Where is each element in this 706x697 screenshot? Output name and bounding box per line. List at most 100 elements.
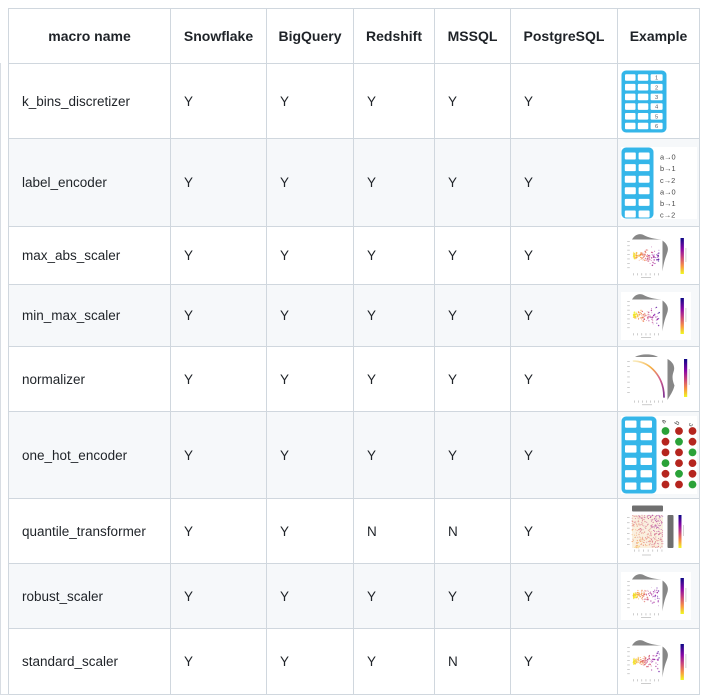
column-header-postgresql: PostgreSQL: [510, 8, 618, 64]
scatter-jointplot-example-image[interactable]: [621, 572, 691, 620]
table-row: min_max_scaler Y Y Y Y Y: [8, 284, 700, 347]
bottom-page-edge-divider: [0, 694, 9, 695]
scatter-jointplot-example-image[interactable]: [621, 291, 691, 340]
redshift-support-cell: Y: [353, 563, 435, 629]
example-cell: [617, 346, 700, 412]
redshift-support-cell: N: [353, 498, 435, 564]
bin-value-label: 3: [655, 95, 658, 101]
table-row: max_abs_scaler Y Y Y Y Y: [8, 226, 700, 285]
table-row: robust_scaler Y Y Y Y Y: [8, 563, 700, 629]
zero-dot: [675, 480, 683, 489]
column-header-redshift: Redshift: [353, 8, 435, 64]
macro-name-cell: normalizer: [8, 346, 171, 412]
zero-dot: [661, 469, 670, 478]
column-header-snowflake: Snowflake: [170, 8, 267, 64]
bigquery-support-cell: Y: [266, 411, 354, 499]
snowflake-support-cell: Y: [170, 346, 267, 412]
macro-name-cell: min_max_scaler: [8, 284, 171, 347]
mssql-support-cell: Y: [434, 138, 511, 227]
scatter-jointplot-example-image[interactable]: [621, 231, 691, 280]
snowflake-support-cell: Y: [170, 138, 267, 227]
bin-value-label: 4: [655, 104, 659, 110]
mssql-support-cell: Y: [434, 563, 511, 629]
mssql-support-cell: Y: [434, 346, 511, 412]
binned-table-example-image[interactable]: 1 2 3 4 5 6: [621, 70, 671, 133]
snowflake-support-cell: Y: [170, 226, 267, 285]
mssql-support-cell: Y: [434, 226, 511, 285]
macro-name-cell: k_bins_discretizer: [8, 63, 171, 139]
redshift-support-cell: Y: [353, 138, 435, 227]
column-header-macro-name: macro name: [8, 8, 171, 64]
macro-name-cell: robust_scaler: [8, 563, 171, 629]
label-mapping-text: c→2: [660, 210, 675, 218]
bin-value-label: 2: [655, 85, 658, 91]
example-cell: [617, 628, 700, 695]
one-dot: [661, 459, 670, 467]
bin-value-label: 1: [655, 75, 658, 81]
postgresql-support-cell: Y: [510, 628, 618, 695]
bigquery-support-cell: Y: [266, 63, 354, 139]
label-mapping-text: b→1: [660, 164, 676, 173]
column-header-bigquery: BigQuery: [266, 8, 354, 64]
zero-dot: [688, 469, 697, 478]
zero-dot: [688, 427, 697, 435]
label-encoder-mapping-example-image[interactable]: a→0 b→1 c→2 a→0 b→1 c→2: [621, 146, 697, 219]
macro-support-table: macro name Snowflake BigQuery Redshift MSSQL…: [8, 8, 700, 695]
redshift-support-cell: Y: [353, 628, 435, 695]
macro-name-cell: max_abs_scaler: [8, 226, 171, 285]
category-letter-label: c: [687, 421, 695, 428]
label-mapping-text: a→0: [660, 152, 676, 161]
redshift-support-cell: Y: [353, 226, 435, 285]
bigquery-support-cell: Y: [266, 346, 354, 412]
table-row: quantile_transformer Y Y N N Y: [8, 498, 700, 564]
postgresql-support-cell: Y: [510, 226, 618, 285]
scatter-jointplot-example-image[interactable]: [621, 637, 691, 686]
zero-dot: [661, 437, 670, 446]
one-dot: [661, 427, 670, 435]
postgresql-support-cell: Y: [510, 498, 618, 564]
category-letter-label: a: [660, 418, 668, 425]
zero-dot: [675, 448, 683, 457]
redshift-support-cell: Y: [353, 411, 435, 499]
macro-name-cell: one_hot_encoder: [8, 411, 171, 499]
label-mapping-text: b→1: [660, 199, 676, 208]
snowflake-support-cell: Y: [170, 284, 267, 347]
category-letter-label: b: [674, 420, 682, 427]
postgresql-support-cell: Y: [510, 284, 618, 347]
macro-name-cell: standard_scaler: [8, 628, 171, 695]
zero-dot: [661, 480, 670, 489]
bigquery-support-cell: Y: [266, 226, 354, 285]
bigquery-support-cell: Y: [266, 284, 354, 347]
macro-name-cell: quantile_transformer: [8, 498, 171, 564]
postgresql-support-cell: Y: [510, 346, 618, 412]
heatmap-jointplot-example-image[interactable]: [621, 504, 689, 558]
mssql-support-cell: Y: [434, 411, 511, 499]
postgresql-support-cell: Y: [510, 138, 618, 227]
mssql-support-cell: Y: [434, 284, 511, 347]
postgresql-support-cell: Y: [510, 63, 618, 139]
zero-dot: [688, 437, 697, 446]
column-header-mssql: MSSQL: [434, 8, 511, 64]
mssql-support-cell: N: [434, 628, 511, 695]
zero-dot: [675, 427, 683, 435]
one-dot: [688, 480, 697, 489]
postgresql-support-cell: Y: [510, 411, 618, 499]
one-dot: [675, 469, 683, 478]
redshift-support-cell: Y: [353, 346, 435, 412]
example-cell: [617, 563, 700, 629]
table-row: k_bins_discretizer Y Y Y Y Y 1 2 3 4 5 6: [8, 63, 700, 139]
snowflake-support-cell: Y: [170, 563, 267, 629]
table-row: normalizer Y Y Y Y Y: [8, 346, 700, 412]
curve-jointplot-example-image[interactable]: [621, 351, 691, 407]
mssql-support-cell: Y: [434, 63, 511, 139]
redshift-support-cell: Y: [353, 284, 435, 347]
label-mapping-text: a→0: [660, 187, 676, 196]
bigquery-support-cell: Y: [266, 498, 354, 564]
snowflake-support-cell: Y: [170, 628, 267, 695]
